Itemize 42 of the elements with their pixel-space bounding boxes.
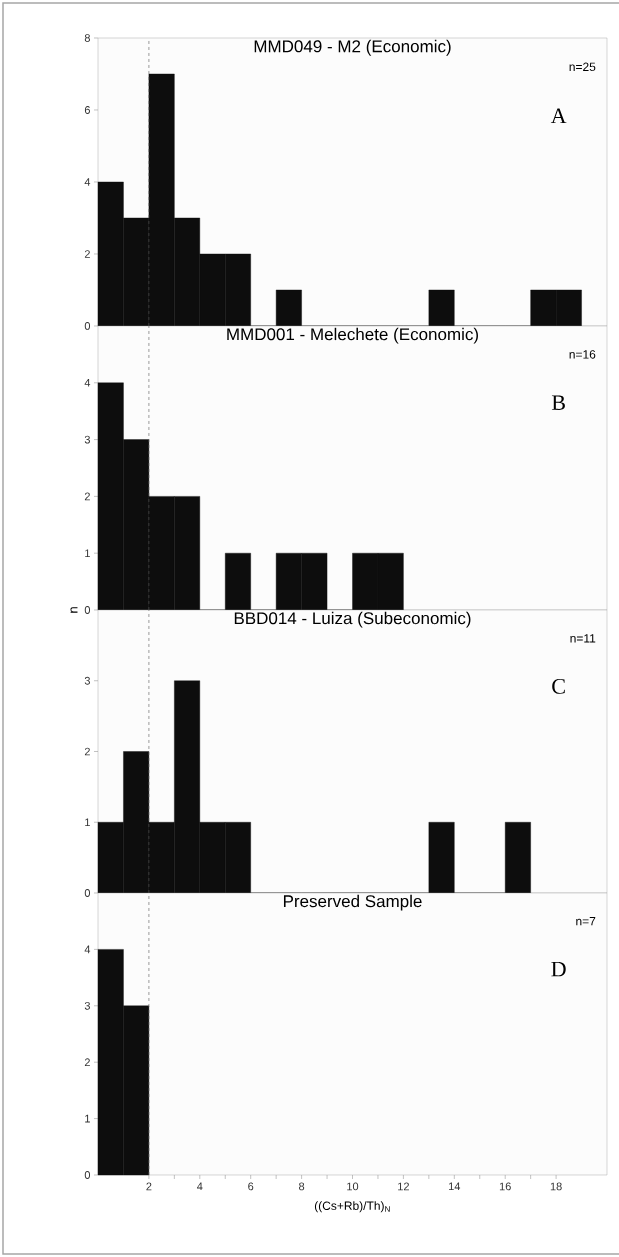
x-tick-label: 4 bbox=[196, 1182, 203, 1191]
annotation: n=16 bbox=[569, 350, 596, 359]
y-tick-label: 1 bbox=[85, 1114, 90, 1123]
annotation: n=11 bbox=[570, 634, 596, 643]
y-axis-title: n bbox=[70, 607, 78, 613]
x-tick-label: 14 bbox=[449, 1182, 461, 1191]
x-tick-label: 2 bbox=[146, 1182, 152, 1191]
y-tick-label: 4 bbox=[84, 178, 91, 186]
x-tick-label: 16 bbox=[499, 1182, 511, 1191]
annotation: C bbox=[552, 679, 565, 694]
chart-title: MMD001 - Melechete (Economic) bbox=[227, 327, 478, 344]
chart-title: Preserved Sample bbox=[283, 894, 422, 911]
y-tick-label: 4 bbox=[84, 945, 91, 954]
y-tick-label: 2 bbox=[84, 1058, 90, 1067]
y-tick-label: 3 bbox=[84, 1001, 90, 1010]
y-tick-label: 0 bbox=[84, 1171, 91, 1179]
y-tick-label: 1 bbox=[85, 549, 90, 557]
x-tick-label: 6 bbox=[248, 1182, 254, 1191]
x-tick-label: 18 bbox=[550, 1182, 562, 1191]
annotation: n=7 bbox=[576, 917, 596, 926]
annotation: B bbox=[551, 395, 565, 410]
x-tick-label: 10 bbox=[347, 1182, 359, 1191]
y-tick-label: 8 bbox=[84, 34, 90, 42]
y-tick-label: 2 bbox=[84, 747, 90, 756]
x-tick-label: 12 bbox=[398, 1182, 409, 1191]
annotation: n=25 bbox=[569, 62, 596, 72]
y-tick-label: 1 bbox=[85, 818, 90, 827]
annotation: A bbox=[550, 108, 567, 123]
chart-title: MMD049 - M2 (Economic) bbox=[254, 39, 451, 56]
y-tick-label: 2 bbox=[84, 492, 90, 501]
y-tick-label: 4 bbox=[84, 379, 91, 387]
x-tick-label: 8 bbox=[299, 1182, 305, 1191]
y-tick-label: 3 bbox=[84, 435, 90, 444]
y-tick-label: 6 bbox=[84, 106, 90, 114]
x-axis-title: ((Cs+Rb)/Th)$_{N}$ bbox=[314, 1201, 390, 1213]
y-tick-label: 2 bbox=[84, 250, 90, 258]
y-tick-label: 3 bbox=[84, 676, 90, 685]
y-tick-label: 0 bbox=[84, 889, 91, 897]
annotation: D bbox=[551, 961, 566, 977]
y-tick-label: 0 bbox=[84, 322, 91, 330]
y-tick-label: 0 bbox=[84, 606, 91, 614]
chart-title: BBD014 - Luiza (Subeconomic) bbox=[234, 611, 471, 628]
